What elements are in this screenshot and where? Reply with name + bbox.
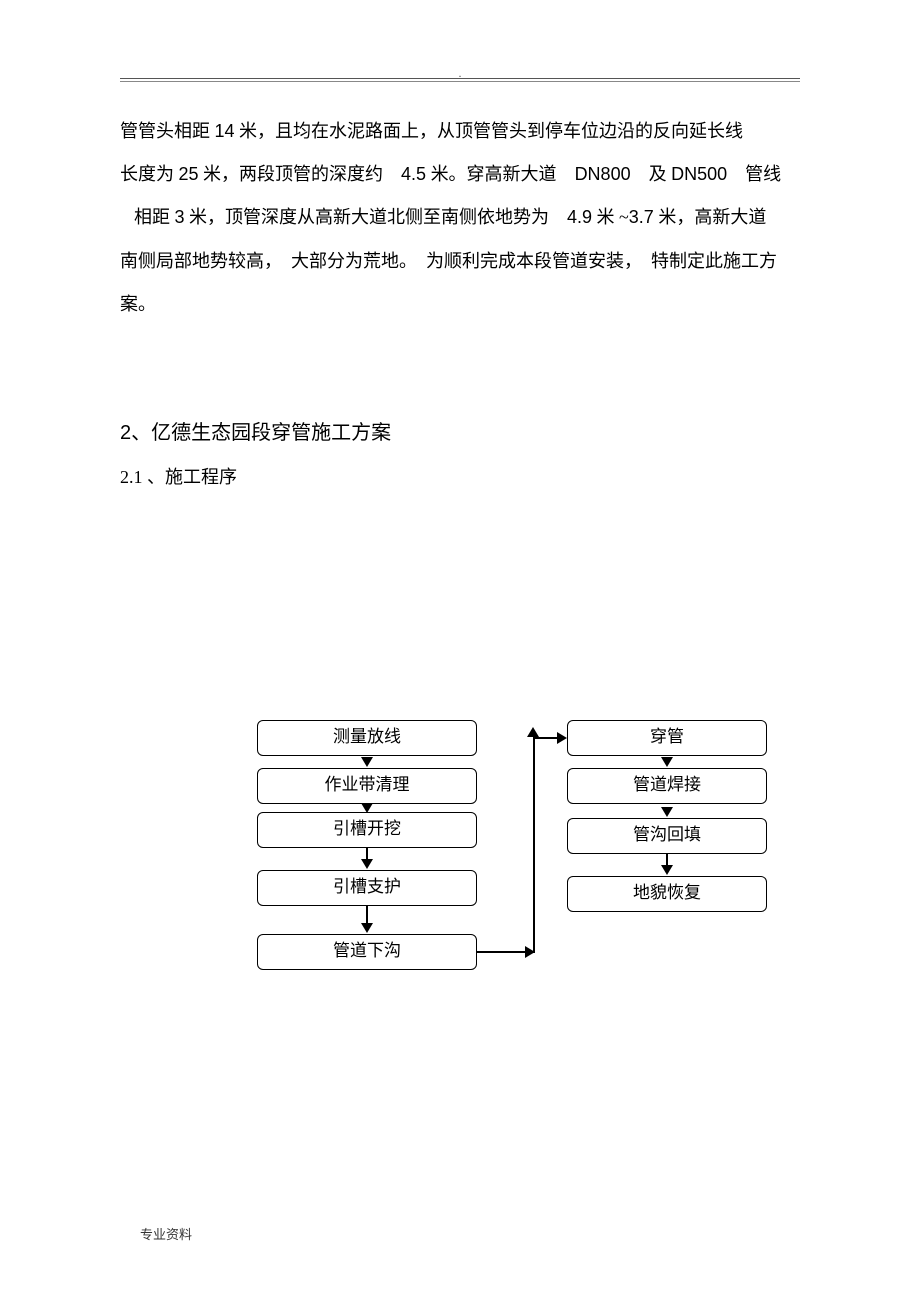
flow-node-backfill: 管沟回填 xyxy=(567,818,767,854)
arrow-down-icon xyxy=(361,757,373,767)
text: 相距 xyxy=(134,207,175,227)
flow-connector xyxy=(533,737,557,739)
text: 及 xyxy=(631,164,672,184)
text: 米，高新大道 xyxy=(654,207,767,227)
flow-node-label: 穿管 xyxy=(568,721,766,753)
flow-node-thread: 穿管 xyxy=(567,720,767,756)
flow-node-measure: 测量放线 xyxy=(257,720,477,756)
text: 4.5 xyxy=(401,164,426,184)
flow-node-clear: 作业带清理 xyxy=(257,768,477,804)
flow-node-label: 测量放线 xyxy=(258,721,476,753)
text: DN800 xyxy=(575,164,631,184)
arrow-down-icon xyxy=(361,803,373,813)
text: 长度为 xyxy=(120,164,179,184)
text: 米，且均在水泥路面上，从顶管管头到停车位边沿的反向延长线 xyxy=(235,121,744,141)
flow-node-label: 地貌恢复 xyxy=(568,877,766,909)
text: 米。穿高新大道 xyxy=(426,164,575,184)
document-page: . 管管头相距 14 米，且均在水泥路面上，从顶管管头到停车位边沿的反向延长线 … xyxy=(0,0,920,1303)
text: 案。 xyxy=(120,283,800,326)
arrow-down-icon xyxy=(361,859,373,869)
arrow-down-icon xyxy=(361,923,373,933)
text: 3 xyxy=(175,207,185,227)
arrow-down-icon xyxy=(661,807,673,817)
flow-node-label: 引槽开挖 xyxy=(258,813,476,845)
text: 米，两段顶管的深度约 xyxy=(199,164,402,184)
footer-text: 专业资料 xyxy=(140,1224,192,1243)
header-rule xyxy=(120,78,800,82)
flow-node-restore: 地貌恢复 xyxy=(567,876,767,912)
arrow-down-icon xyxy=(661,757,673,767)
text: 3.7 xyxy=(629,207,654,227)
flowchart: 测量放线 作业带清理 引槽开挖 引槽支护 管道下沟 穿管 管道焊接 管沟回填 地… xyxy=(0,720,920,1080)
text: 25 xyxy=(179,164,199,184)
text: 南侧局部地势较高， 大部分为荒地。 为顺利完成本段管道安装， 特制定此施工方 xyxy=(120,240,800,283)
flow-node-lower-pipe: 管道下沟 xyxy=(257,934,477,970)
text: 米 ~ xyxy=(592,207,629,227)
flow-node-excavate: 引槽开挖 xyxy=(257,812,477,848)
text: 14 xyxy=(215,121,235,141)
text: 4.9 xyxy=(567,207,592,227)
section-heading-2-1: 2.1 、施工程序 xyxy=(120,463,800,489)
flow-node-label: 管道下沟 xyxy=(258,935,476,967)
flow-node-label: 管道焊接 xyxy=(568,769,766,801)
flow-connector xyxy=(533,737,535,953)
flow-node-label: 管沟回填 xyxy=(568,819,766,851)
text: 管管头相距 xyxy=(120,121,215,141)
flow-node-label: 作业带清理 xyxy=(258,769,476,801)
text: DN500 xyxy=(671,164,727,184)
body-paragraph: 管管头相距 14 米，且均在水泥路面上，从顶管管头到停车位边沿的反向延长线 长度… xyxy=(120,110,800,326)
arrow-right-icon xyxy=(525,946,535,958)
text: 管线 xyxy=(727,164,781,184)
arrow-up-icon xyxy=(527,727,539,737)
text: 米，顶管深度从高新大道北侧至南侧依地势为 xyxy=(185,207,568,227)
flow-node-weld: 管道焊接 xyxy=(567,768,767,804)
section-heading-2: 2、亿德生态园段穿管施工方案 xyxy=(120,416,800,445)
flow-node-support: 引槽支护 xyxy=(257,870,477,906)
arrow-right-icon xyxy=(557,732,567,744)
arrow-down-icon xyxy=(661,865,673,875)
flow-connector xyxy=(366,906,368,924)
flow-node-label: 引槽支护 xyxy=(258,871,476,903)
